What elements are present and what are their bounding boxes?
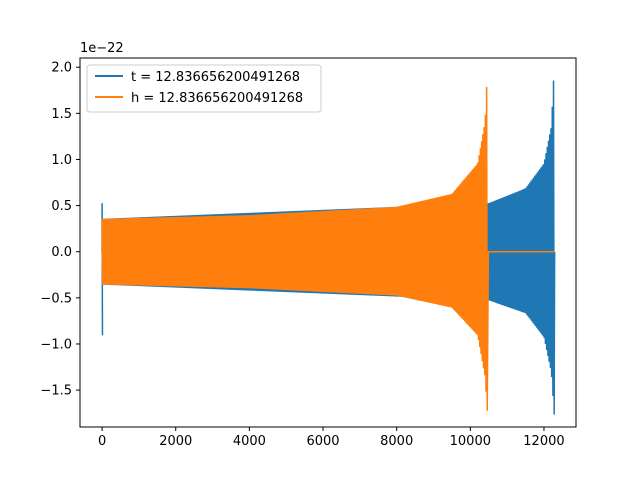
y-tick-label: −0.5 bbox=[40, 291, 72, 306]
legend-label-h: h = 12.836656200491268 bbox=[131, 91, 303, 106]
x-tick-label: 0 bbox=[98, 434, 106, 449]
y-tick-label: 1.0 bbox=[51, 153, 72, 168]
x-tick-label: 8000 bbox=[380, 434, 413, 449]
axes: 0 2000 4000 6000 8000 10000 12000 −1.5 −1.0 −0.5 0… bbox=[40, 57, 577, 449]
y-tick-label: 1.5 bbox=[51, 107, 72, 122]
legend-label-t: t = 12.836656200491268 bbox=[131, 70, 300, 85]
plot-area bbox=[101, 80, 556, 415]
x-tick-label: 12000 bbox=[523, 434, 564, 449]
y-tick-label: 0.0 bbox=[51, 245, 72, 260]
x-tick-label: 6000 bbox=[306, 434, 339, 449]
y-tick-label: −1.5 bbox=[40, 384, 72, 399]
legend-frame bbox=[86, 64, 322, 113]
legend: t = 12.836656200491268 h = 12.8366562004… bbox=[86, 64, 322, 113]
y-offset-label: 1e−22 bbox=[80, 41, 124, 56]
series-line-1 bbox=[101, 86, 555, 411]
x-tick-label: 4000 bbox=[233, 434, 266, 449]
x-tick-label: 10000 bbox=[450, 434, 491, 449]
y-tick-label: 0.5 bbox=[51, 199, 72, 214]
y-tick-label: 2.0 bbox=[51, 61, 72, 76]
x-tick-label: 2000 bbox=[159, 434, 192, 449]
series-1 bbox=[101, 86, 555, 411]
axes-frame bbox=[79, 57, 577, 428]
y-tick-label: −1.0 bbox=[40, 337, 72, 352]
